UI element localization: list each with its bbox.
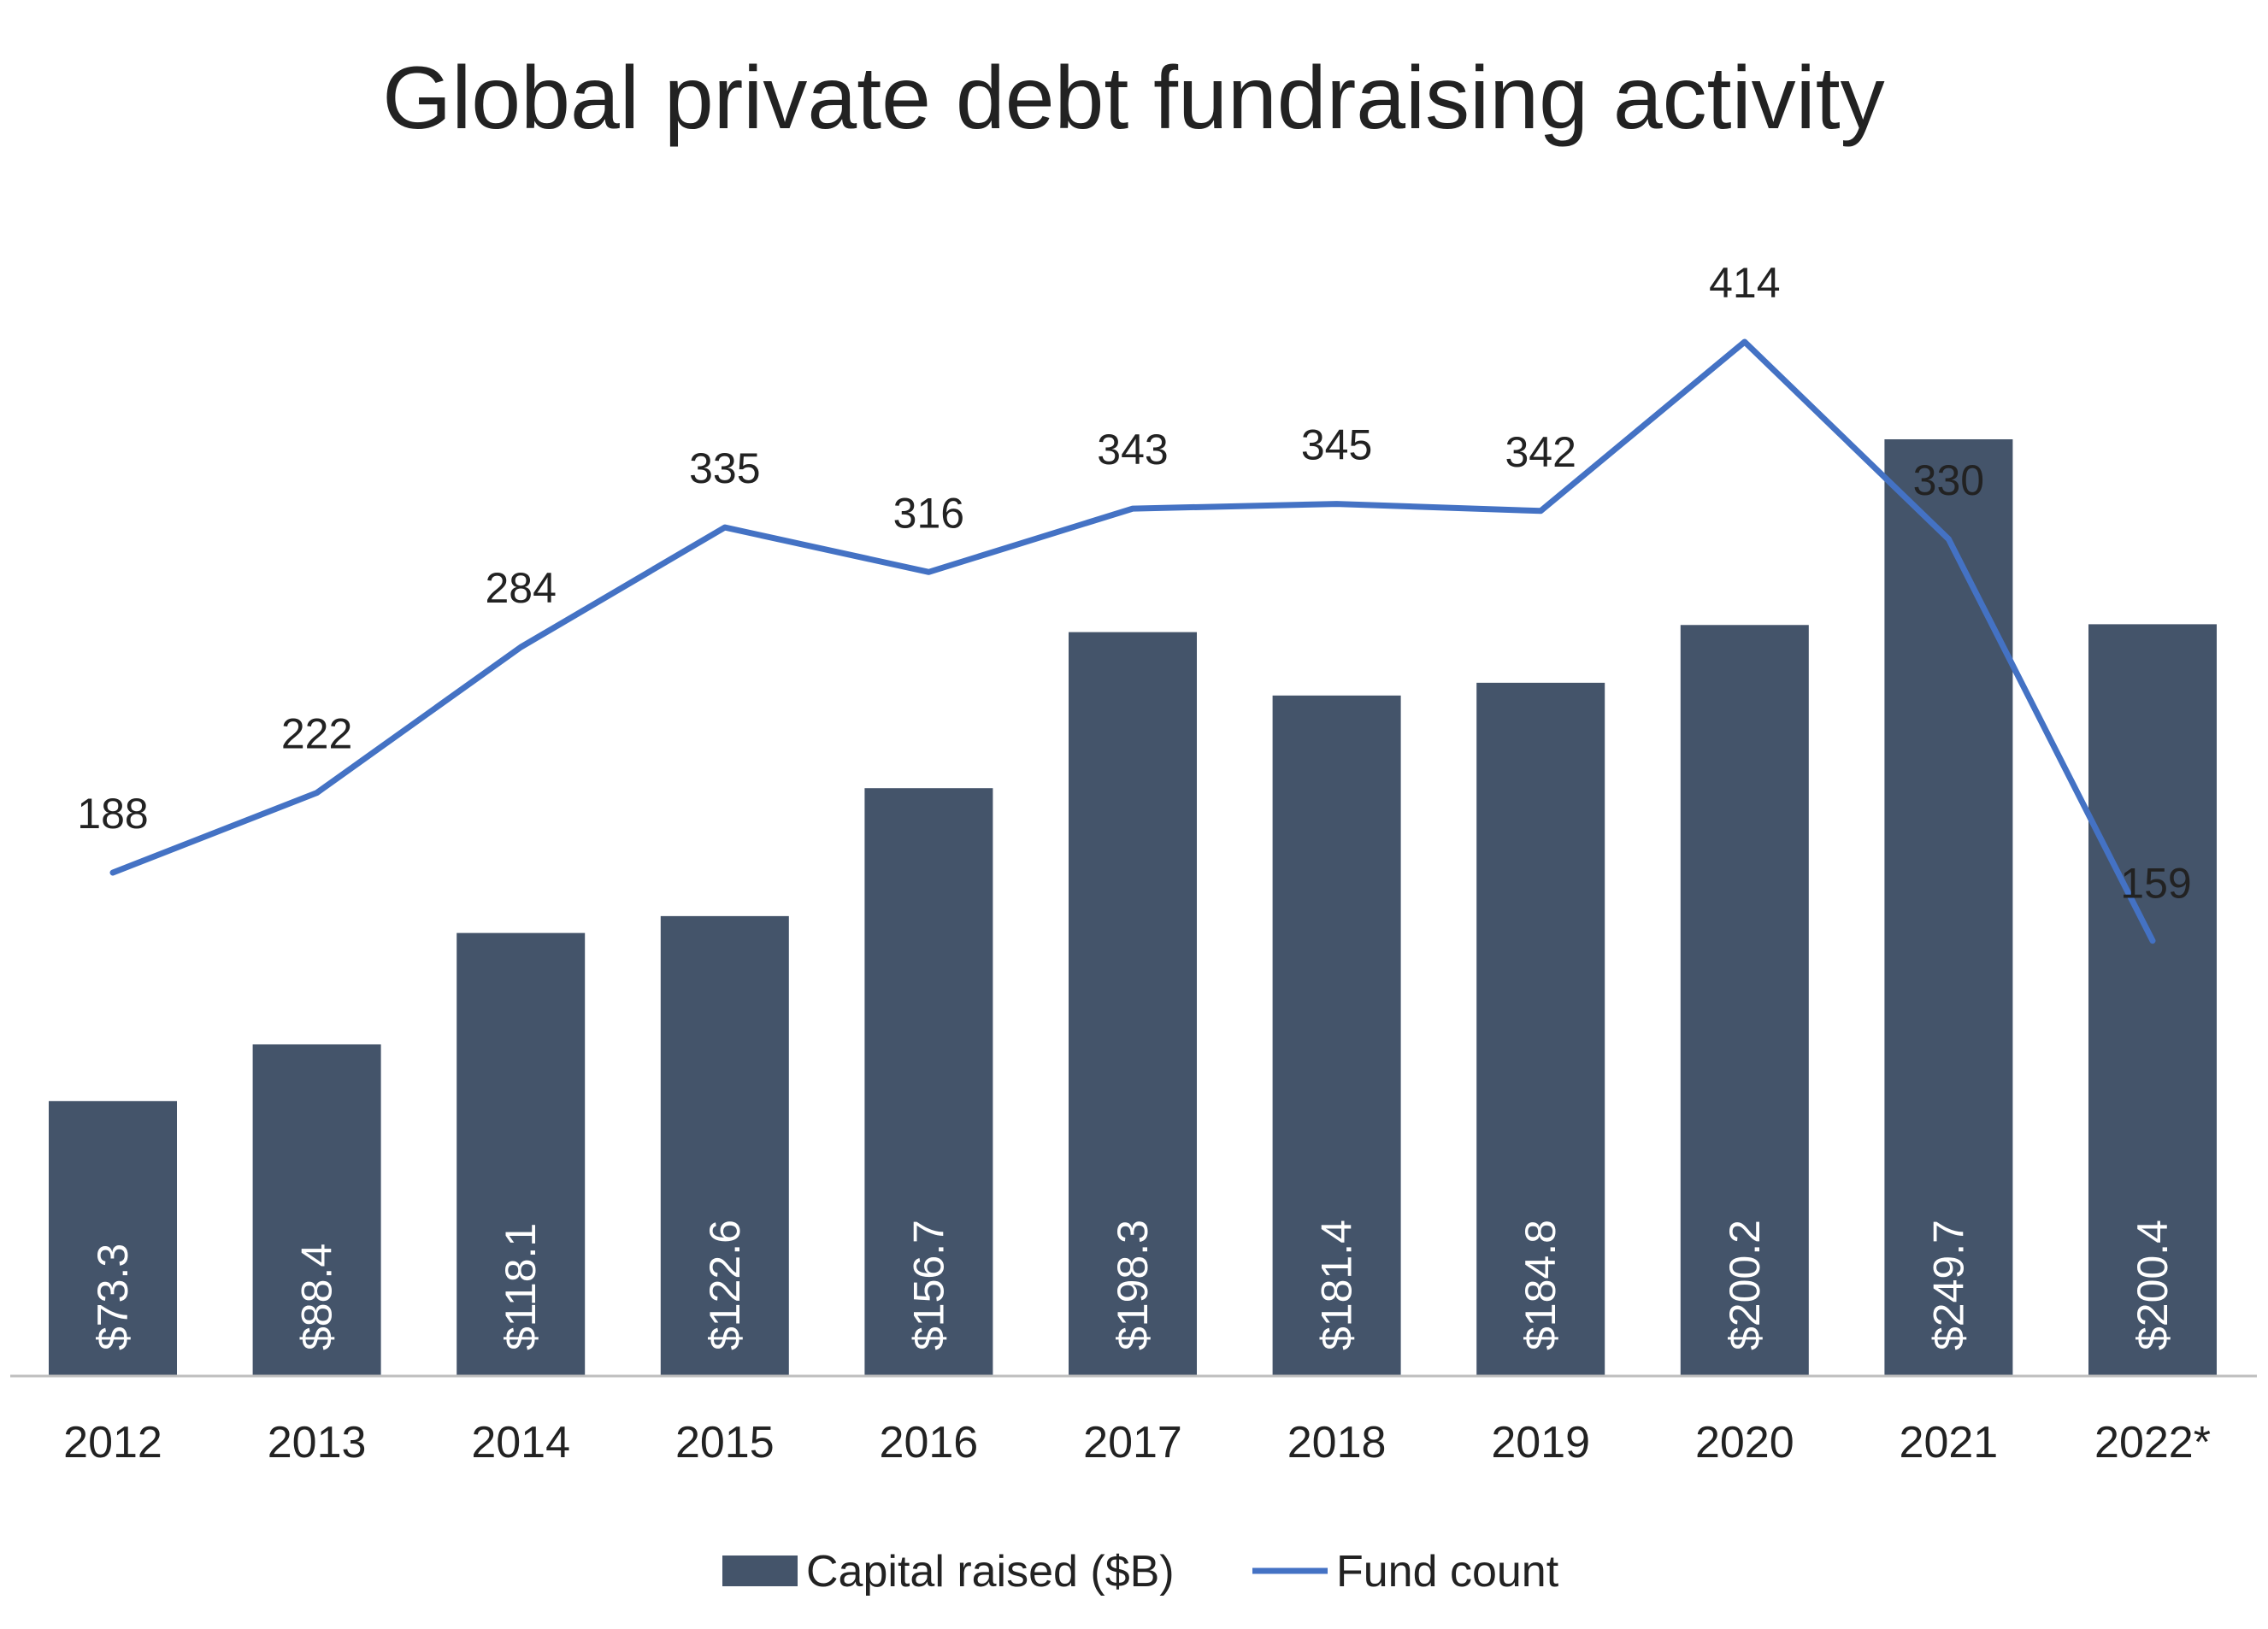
- bar-value-label: $122.6: [701, 1220, 749, 1350]
- line-value-label: 188: [77, 790, 148, 838]
- line-value-label: 414: [1709, 259, 1780, 307]
- fund-count-line: [109, 338, 2156, 944]
- bar-value-label: $249.7: [1924, 1220, 1972, 1350]
- bar-2012: [49, 1101, 177, 1376]
- x-tick-label: 2014: [471, 1418, 570, 1467]
- legend-label-fund-count: Fund count: [1336, 1547, 1559, 1597]
- bar-value-label: $181.4: [1313, 1220, 1361, 1350]
- bar-value-label: $88.4: [293, 1244, 341, 1350]
- line-value-label: 330: [1913, 456, 1984, 504]
- bar-2013: [252, 1044, 381, 1376]
- x-tick-label: 2015: [675, 1418, 775, 1467]
- x-tick-label: 2012: [63, 1418, 162, 1467]
- line-value-labels: 188 222 284 335 316 343 345 342 414 330 159: [77, 259, 2191, 908]
- x-tick-label: 2020: [1695, 1418, 1794, 1467]
- line-value-label: 343: [1097, 426, 1168, 473]
- x-tick-label: 2013: [268, 1418, 367, 1467]
- bar-value-label: $200.4: [2129, 1220, 2177, 1350]
- bar-2022: [2088, 624, 2217, 1376]
- bar-value-label: $198.3: [1109, 1220, 1157, 1350]
- legend-item-capital: Capital raised ($B): [722, 1547, 1175, 1597]
- bar-value-label: $118.1: [497, 1223, 545, 1350]
- bar-2019: [1476, 682, 1605, 1376]
- legend-label-capital: Capital raised ($B): [806, 1547, 1175, 1597]
- line-value-label: 345: [1301, 421, 1372, 469]
- line-value-label: 316: [893, 489, 964, 537]
- bar-2017: [1069, 632, 1197, 1376]
- bar-value-label: $200.2: [1721, 1220, 1769, 1350]
- legend-item-fund-count: Fund count: [1252, 1547, 1559, 1597]
- legend: Capital raised ($B) Fund count: [722, 1547, 1559, 1597]
- bar-value-label: $156.7: [904, 1220, 952, 1350]
- x-tick-label: 2021: [1900, 1418, 1999, 1467]
- bar-series: [49, 439, 2217, 1376]
- x-tick-label: 2018: [1287, 1418, 1387, 1467]
- chart-title: Global private debt fundraising activity: [382, 49, 1884, 148]
- line-value-label: 342: [1505, 428, 1576, 476]
- bar-2015: [660, 915, 789, 1376]
- x-tick-label: 2016: [880, 1418, 979, 1467]
- line-value-label: 284: [485, 564, 556, 612]
- x-tick-label: 2022*: [2094, 1418, 2211, 1467]
- bar-value-labels: $73.3 $88.4 $118.1 $122.6 $156.7 $198.3 $181.4…: [89, 1220, 2177, 1350]
- line-series: [109, 338, 2156, 944]
- bar-2021: [1884, 439, 2013, 1376]
- bar-2014: [457, 932, 586, 1376]
- bar-value-label: $73.3: [89, 1244, 137, 1350]
- line-value-label: 335: [689, 444, 760, 492]
- line-value-label: 159: [2120, 860, 2191, 908]
- legend-swatch-capital: [722, 1555, 798, 1586]
- x-tick-label: 2019: [1491, 1418, 1590, 1467]
- bar-2018: [1272, 695, 1401, 1376]
- line-value-label: 222: [281, 710, 352, 758]
- bar-2016: [864, 788, 993, 1376]
- x-tick-label: 2017: [1083, 1418, 1182, 1467]
- bar-value-label: $184.8: [1517, 1220, 1564, 1350]
- bar-2020: [1680, 625, 1809, 1376]
- x-axis-ticks: 2012 2013 2014 2015 2016 2017 2018 2019 2020 2021…: [63, 1418, 2211, 1467]
